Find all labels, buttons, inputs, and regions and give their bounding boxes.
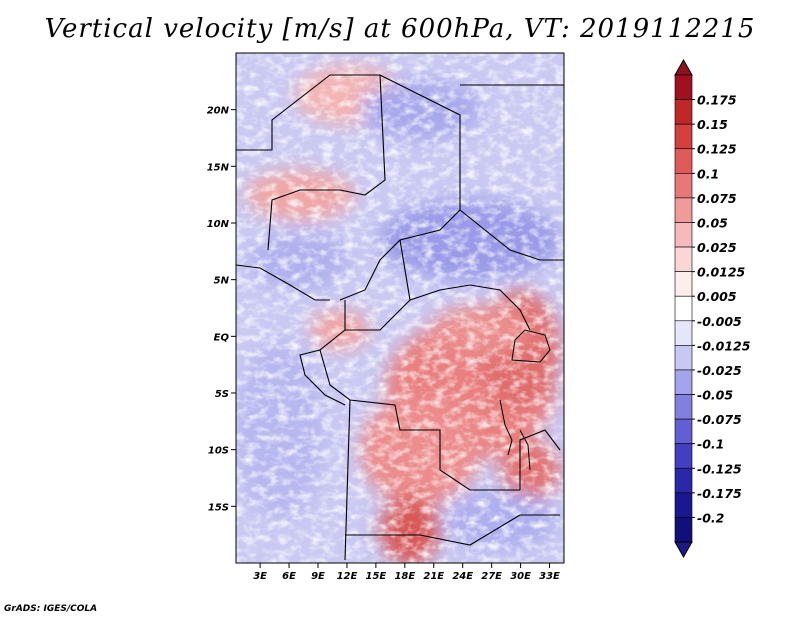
colorbar-label: -0.175 (697, 486, 742, 501)
colorbar-swatch (674, 173, 693, 199)
lat-tick-label: 5N (214, 276, 230, 287)
colorbar: 0.175 0.15 0.125 0.1 0.075 0.05 0.025 0.0125 0.0… (674, 58, 751, 559)
lat-tick-label: 10S (208, 446, 229, 457)
lon-tick-label: 30E (510, 571, 531, 582)
lon-tick-label: 24E (452, 571, 473, 582)
velocity-field (236, 53, 564, 563)
colorbar-label: 0.15 (697, 117, 728, 132)
lon-tick-label: 6E (282, 571, 296, 582)
map-title: Vertical velocity [m/s] at 600hPa, VT: 2… (44, 14, 756, 44)
colorbar-swatch (674, 345, 693, 371)
lat-tick-label: 20N (207, 106, 230, 117)
colorbar-label: -0.05 (697, 388, 733, 403)
colorbar-swatch (674, 99, 693, 125)
colorbar-label: -0.005 (697, 314, 742, 329)
credit-text: GrADS: IGES/COLA (4, 604, 98, 614)
lon-tick-label: 12E (337, 571, 358, 582)
lat-tick-label: 15S (208, 502, 229, 513)
country-borders (236, 74, 564, 561)
lon-tick-label: 27E (481, 571, 502, 582)
lon-tick-label: 33E (539, 571, 560, 582)
colorbar-swatch (674, 295, 693, 322)
latitude-axis: 20N 15N 10N 5N EQ 5S 10S 15S (207, 106, 236, 513)
colorbar-swatch (674, 74, 693, 100)
colorbar-label: 0.175 (697, 93, 737, 108)
colorbar-swatch (674, 320, 693, 346)
lon-tick-label: 15E (366, 571, 387, 582)
colorbar-label: -0.075 (697, 412, 742, 427)
colorbar-label: 0.05 (697, 215, 728, 230)
lon-tick-label: 9E (311, 571, 325, 582)
colorbar-swatch (674, 394, 693, 420)
colorbar-label: -0.025 (697, 363, 742, 378)
colorbar-swatch (674, 148, 693, 174)
colorbar-label: 0.075 (697, 191, 737, 206)
colorbar-swatch (674, 369, 693, 395)
lat-tick-label: 10N (207, 219, 230, 230)
colorbar-label: -0.2 (697, 510, 724, 525)
colorbar-label: -0.0125 (697, 338, 751, 353)
colorbar-swatch (674, 443, 693, 469)
colorbar-swatch (674, 467, 693, 494)
colorbar-label: 0.025 (697, 240, 737, 255)
lon-tick-label: 21E (423, 571, 444, 582)
lon-tick-label: 18E (394, 571, 415, 582)
colorbar-label: -0.1 (697, 437, 724, 452)
lon-tick-label: 3E (253, 571, 267, 582)
lat-tick-label: 5S (215, 389, 229, 400)
lat-tick-label: 15N (207, 162, 230, 173)
colorbar-top-arrow (674, 58, 693, 76)
colorbar-swatch (674, 123, 693, 150)
plot-frame (235, 52, 565, 564)
lakes (499, 329, 551, 471)
colorbar-swatch (674, 222, 693, 248)
colorbar-swatch (674, 492, 693, 518)
longitude-axis: 3E 6E 9E 12E 15E 18E 21E 24E 27E 30E 33E (253, 563, 560, 582)
colorbar-swatch (674, 517, 693, 543)
colorbar-swatch (674, 271, 693, 297)
colorbar-swatch (674, 246, 693, 272)
colorbar-swatch (674, 197, 693, 223)
colorbar-label: 0.1 (697, 166, 719, 181)
colorbar-label: 0.0125 (697, 265, 746, 280)
colorbar-label: -0.125 (697, 461, 742, 476)
lat-tick-label: EQ (214, 332, 230, 343)
colorbar-label: 0.005 (697, 289, 737, 304)
colorbar-bottom-arrow (674, 541, 693, 559)
colorbar-swatch (674, 418, 693, 444)
colorbar-label: 0.125 (697, 142, 737, 157)
